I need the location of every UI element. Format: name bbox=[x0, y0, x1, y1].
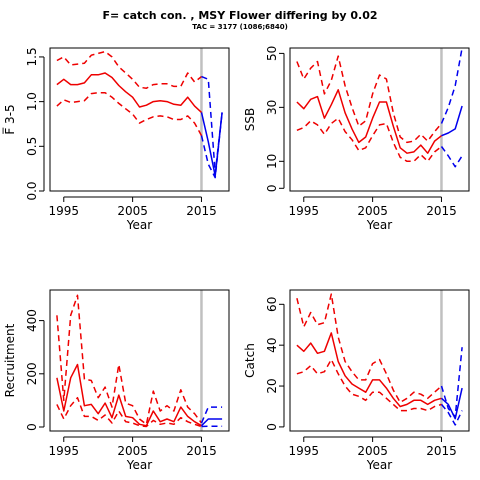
y-tick-label: 10 bbox=[265, 154, 279, 169]
x-axis-label: Year bbox=[126, 218, 152, 232]
panel-recruitment: 1995 2005 2015 Year 0 200 400 Recruitment bbox=[3, 289, 230, 472]
series-history-upper bbox=[296, 55, 443, 144]
series-history-lower bbox=[56, 396, 202, 428]
y-axis-label: Recruitment bbox=[3, 323, 17, 397]
y-tick-label: 20 bbox=[265, 378, 279, 393]
x-tick-label: 1995 bbox=[288, 204, 319, 218]
y-tick-label: 200 bbox=[25, 362, 39, 385]
series-forecast-upper bbox=[440, 47, 463, 124]
y-tick-label: 1.0 bbox=[25, 92, 39, 111]
series-forecast-upper bbox=[440, 347, 463, 418]
x-tick-label: 2015 bbox=[426, 444, 457, 458]
panel-f: 1995 2005 2015 Year 0.0 0.5 1.0 1.5 F̅ 3-5 bbox=[2, 47, 230, 232]
series-forecast-median bbox=[440, 387, 463, 420]
x-tick-label: 2015 bbox=[186, 444, 217, 458]
y-tick-label: 0 bbox=[265, 423, 279, 431]
series-history-median bbox=[296, 89, 442, 154]
series-history-median bbox=[296, 332, 442, 408]
y-tick-label: 0.5 bbox=[25, 137, 39, 156]
x-tick-label: 2005 bbox=[117, 204, 148, 218]
x-tick-label: 2015 bbox=[426, 204, 457, 218]
plot-frame bbox=[49, 289, 230, 432]
x-tick-label: 2005 bbox=[357, 444, 388, 458]
panel-ssb: 1995 2005 2015 Year 0 10 30 50 SSB bbox=[243, 46, 470, 232]
series-forecast-lower bbox=[440, 403, 463, 426]
x-tick-label: 1995 bbox=[48, 444, 79, 458]
y-axis-label: F̅ 3-5 bbox=[2, 104, 17, 134]
series-forecast-median bbox=[441, 105, 463, 137]
series-history-median bbox=[56, 363, 202, 427]
panel-catch: 1995 2005 2015 Year 0 20 40 60 Catch bbox=[243, 289, 470, 472]
series-forecast-upper bbox=[201, 75, 223, 174]
y-tick-label: 400 bbox=[25, 309, 39, 332]
y-tick-label: 1.5 bbox=[25, 47, 39, 66]
y-tick-label: 0.0 bbox=[25, 181, 39, 200]
series-history-lower bbox=[296, 358, 442, 412]
y-tick-label: 0 bbox=[25, 423, 39, 431]
series-history-lower bbox=[296, 117, 442, 163]
series-history-upper bbox=[296, 293, 443, 404]
plot-frame bbox=[289, 47, 470, 192]
series-history-lower bbox=[56, 91, 203, 136]
series-history-upper bbox=[56, 50, 202, 89]
series-history-upper bbox=[56, 294, 203, 426]
chart-subtitle: TAC = 3177 (1086;6840) bbox=[192, 23, 288, 31]
series-history-median bbox=[56, 72, 203, 113]
x-tick-label: 2005 bbox=[357, 204, 388, 218]
x-tick-label: 2005 bbox=[117, 444, 148, 458]
y-tick-label: 60 bbox=[265, 297, 279, 312]
y-tick-label: 50 bbox=[265, 46, 279, 61]
x-tick-label: 2015 bbox=[186, 204, 217, 218]
series-forecast-median bbox=[200, 418, 223, 427]
series-forecast-lower bbox=[440, 146, 463, 168]
y-axis-label: SSB bbox=[243, 108, 257, 131]
series-forecast-lower bbox=[200, 112, 223, 179]
x-tick-label: 1995 bbox=[48, 204, 79, 218]
x-axis-label: Year bbox=[126, 458, 152, 472]
y-tick-label: 0 bbox=[265, 184, 279, 192]
y-tick-label: 30 bbox=[265, 100, 279, 115]
plot-frame bbox=[49, 47, 230, 192]
plot-frame bbox=[289, 289, 470, 432]
series-forecast-upper bbox=[200, 406, 223, 424]
x-axis-label: Year bbox=[366, 458, 392, 472]
x-tick-label: 1995 bbox=[288, 444, 319, 458]
y-axis-label: Catch bbox=[243, 343, 257, 378]
chart-title: F= catch con. , MSY Flower differing by … bbox=[102, 9, 378, 22]
y-tick-label: 40 bbox=[265, 338, 279, 353]
x-axis-label: Year bbox=[366, 218, 392, 232]
